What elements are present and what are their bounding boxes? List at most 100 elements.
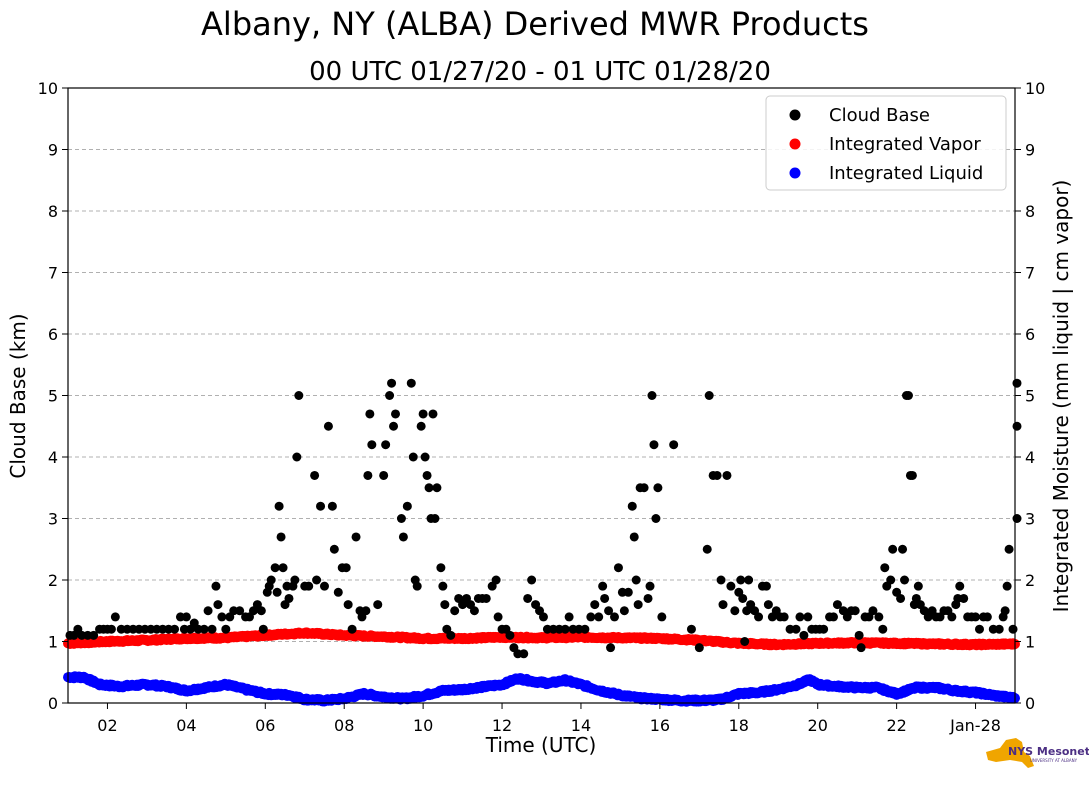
- legend-label-integrated-liquid: Integrated Liquid: [829, 163, 983, 184]
- cloud-base-point: [898, 544, 908, 554]
- cloud-base-point: [398, 532, 408, 542]
- y-tick-label-right: 0: [1025, 694, 1035, 713]
- cloud-base-point: [560, 624, 570, 634]
- cloud-base-point: [738, 593, 748, 603]
- x-tick-label: 14: [571, 716, 591, 735]
- cloud-base-point: [493, 612, 503, 622]
- cloud-base-point: [580, 624, 590, 634]
- cloud-base-point: [430, 514, 440, 523]
- x-axis-label: Time (UTC): [485, 733, 597, 757]
- cloud-base-point: [438, 581, 448, 591]
- cloud-base-point: [538, 612, 548, 622]
- cloud-base-point: [878, 624, 888, 634]
- cloud-base-point: [903, 391, 913, 400]
- y-tick-label-left: 7: [48, 264, 58, 283]
- cloud-base-point: [519, 649, 529, 659]
- series-integrated-liquid: [63, 671, 1020, 707]
- cloud-base-point: [828, 612, 838, 622]
- cloud-base-point: [505, 630, 515, 640]
- x-tick-label: 22: [886, 716, 906, 735]
- x-tick-label: 10: [413, 716, 433, 735]
- x-tick-label: 06: [255, 716, 275, 735]
- cloud-base-point: [854, 630, 864, 640]
- cloud-base-point: [907, 470, 917, 480]
- cloud-base-point: [304, 581, 314, 591]
- cloud-base-point: [412, 581, 422, 591]
- cloud-base-point: [645, 581, 655, 591]
- cloud-base-point: [791, 624, 801, 634]
- cloud-base-point: [270, 563, 280, 573]
- cloud-base-point: [718, 600, 728, 610]
- x-tick-label: 04: [176, 716, 196, 735]
- cloud-base-point: [361, 606, 371, 616]
- legend-label-cloud-base: Cloud Base: [829, 105, 930, 126]
- cloud-base-point: [278, 563, 288, 573]
- cloud-base-point: [856, 643, 866, 653]
- y-tick-label-left: 10: [38, 79, 58, 98]
- cloud-base-point: [799, 630, 809, 640]
- cloud-base-point: [436, 563, 446, 573]
- cloud-base-point: [402, 501, 412, 511]
- cloud-base-point: [657, 612, 667, 622]
- cloud-base-point: [712, 470, 722, 480]
- cloud-base-point: [647, 391, 657, 400]
- x-tick-label: 18: [729, 716, 749, 735]
- cloud-base-point: [590, 600, 600, 610]
- cloud-base-point: [974, 624, 984, 634]
- cloud-base-point: [694, 643, 704, 653]
- nys-mesonet-logo: NYS Mesonet UNIVERSITY AT ALBANY: [986, 738, 1089, 768]
- cloud-base-point: [623, 587, 633, 597]
- x-tick-label: 02: [97, 716, 117, 735]
- cloud-base-point: [272, 587, 282, 597]
- cloud-base-point: [211, 581, 221, 591]
- cloud-base-point: [643, 593, 653, 603]
- cloud-base-point: [631, 575, 641, 585]
- cloud-base-point: [653, 483, 663, 493]
- cloud-base-point: [744, 575, 754, 585]
- cloud-base-point: [363, 470, 373, 480]
- cloud-base-point: [312, 575, 322, 585]
- x-axis: 02 04 06 08 10 12 14 16 18 20 22 Jan-28: [97, 703, 1001, 735]
- cloud-base-point: [994, 624, 1004, 634]
- cloud-base-point: [343, 600, 353, 610]
- y-axis-left: 0 1 2 3 4 5 6 7 8 9 10: [38, 79, 68, 713]
- chart-title: Albany, NY (ALBA) Derived MWR Products: [201, 5, 869, 43]
- cloud-base-point: [310, 470, 320, 480]
- cloud-base-point: [391, 409, 401, 419]
- y-tick-label-right: 3: [1025, 510, 1035, 529]
- cloud-base-point: [649, 440, 659, 450]
- cloud-base-point: [850, 606, 860, 616]
- cloud-base-point: [779, 612, 789, 622]
- x-tick-label: 08: [334, 716, 354, 735]
- cloud-base-point: [609, 612, 619, 622]
- cloud-base-point: [181, 612, 191, 622]
- cloud-base-point: [329, 544, 339, 554]
- y-axis-label-right: Integrated Moisture (mm liquid | cm vapo…: [1049, 180, 1073, 613]
- cloud-base-point: [955, 581, 965, 591]
- cloud-base-point: [292, 452, 302, 462]
- cloud-base-point: [373, 600, 383, 610]
- cloud-base-point: [888, 544, 898, 554]
- new-york-state-shape: [986, 738, 1034, 768]
- cloud-base-point: [1002, 581, 1012, 591]
- cloud-base-point: [874, 612, 884, 622]
- cloud-base-point: [481, 593, 491, 603]
- cloud-base-point: [651, 514, 661, 523]
- logo-text: NYS Mesonet: [1008, 745, 1089, 758]
- cloud-base-point: [351, 532, 361, 542]
- y-tick-label-right: 5: [1025, 387, 1035, 406]
- y-tick-label-left: 0: [48, 694, 58, 713]
- legend-label-integrated-vapor: Integrated Vapor: [829, 134, 981, 155]
- cloud-base-point: [170, 624, 180, 634]
- cloud-base-point: [235, 606, 245, 616]
- cloud-base-point: [420, 452, 430, 462]
- cloud-base-point: [106, 624, 116, 634]
- cloud-base-point: [408, 452, 418, 462]
- cloud-base-point: [896, 593, 906, 603]
- cloud-base-point: [795, 612, 805, 622]
- cloud-base-point: [469, 606, 479, 616]
- cloud-base-point: [600, 593, 610, 603]
- cloud-base-point: [606, 643, 616, 653]
- cloud-base-point: [880, 563, 890, 573]
- cloud-base-point: [256, 606, 266, 616]
